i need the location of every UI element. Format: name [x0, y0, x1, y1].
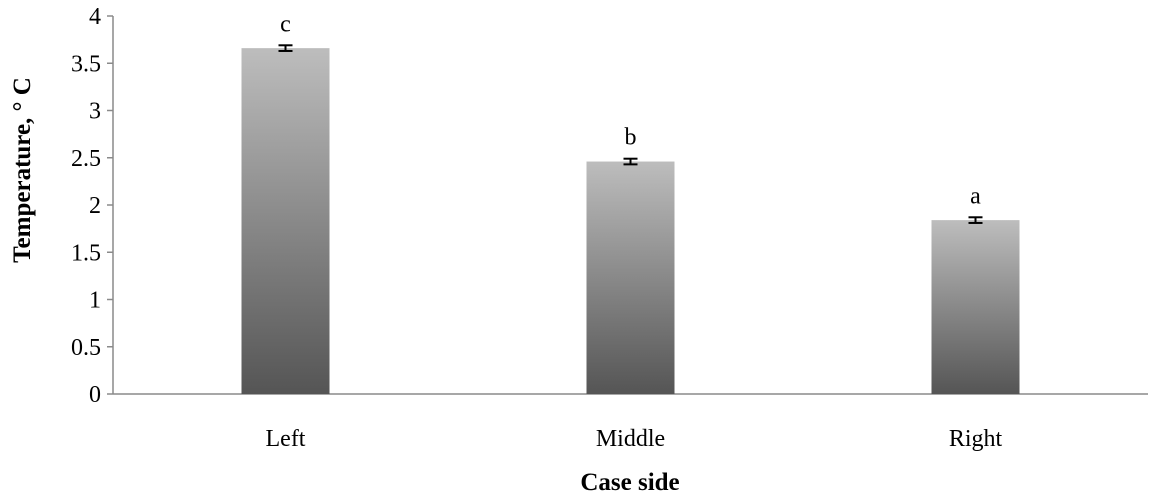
y-tick-label: 1 [89, 288, 101, 314]
significance-labels: c b a [280, 11, 981, 209]
y-tick-label: 1.5 [71, 240, 101, 266]
significance-label: c [280, 11, 291, 37]
y-tick-label: 3 [89, 99, 101, 125]
significance-label: a [970, 183, 981, 209]
error-bar-right [968, 216, 983, 224]
error-bar-middle [623, 157, 638, 166]
y-tick-label: 4 [89, 4, 101, 30]
y-ticks: 0 0.5 1 1.5 2 2.5 3 3.5 4 [71, 4, 113, 408]
error-bars [278, 44, 983, 224]
error-bar-left [278, 44, 293, 52]
y-tick-label: 0 [89, 382, 101, 408]
x-tick-label: Middle [596, 426, 665, 452]
x-tick-label: Right [949, 426, 1003, 452]
bar-left [241, 48, 330, 394]
bar-middle [586, 161, 675, 394]
y-tick-label: 2 [89, 193, 101, 219]
y-axis-title: Temperature, ° C [9, 77, 36, 263]
y-tick-label: 3.5 [71, 51, 101, 77]
bar-right [931, 220, 1020, 394]
x-axis-title: Case side [580, 469, 679, 496]
y-tick-label: 2.5 [71, 146, 101, 172]
category-labels: Left Middle Right [266, 426, 1003, 452]
x-tick-label: Left [266, 426, 306, 452]
bars [241, 48, 1020, 394]
y-tick-label: 0.5 [71, 335, 101, 361]
significance-label: b [625, 125, 637, 151]
